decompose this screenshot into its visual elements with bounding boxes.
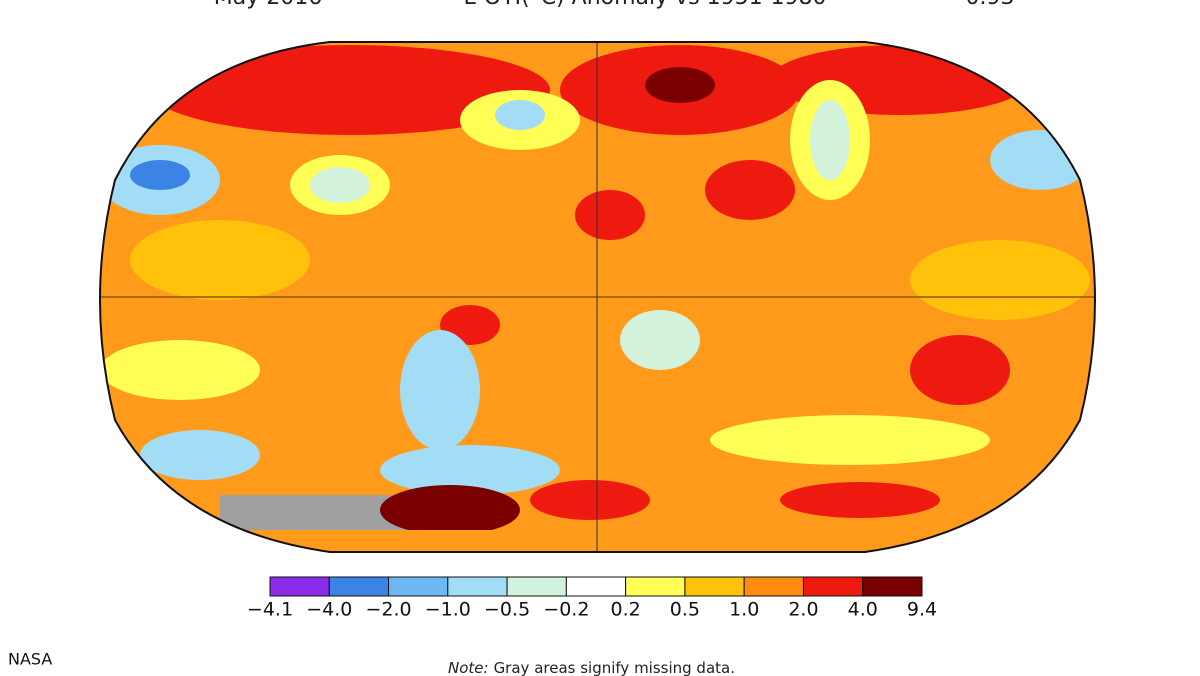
colorbar-swatch [802, 576, 864, 597]
colorbar-label: 4.0 [848, 599, 878, 621]
colorbar: −4.1 −4.0 −2.0 −1.0 −0.5 −0.2 0.2 0.5 1.0 2.0 4.0 9… [247, 576, 937, 621]
colorbar-swatch [862, 576, 923, 597]
colorbar-swatch [625, 576, 686, 597]
map-title: L-OTI(°C) Anomaly vs 1951-1980 [463, 0, 826, 10]
colorbar-swatch [328, 576, 390, 597]
note: Note: Gray areas signify missing data. [448, 659, 735, 676]
colorbar-label: 1.0 [729, 599, 759, 621]
credit: NASA [8, 650, 52, 669]
colorbar-swatch [388, 576, 449, 597]
colorbar-label: −0.2 [543, 599, 589, 621]
colorbar-swatch [506, 576, 567, 597]
colorbar-swatch [565, 576, 627, 597]
colorbar-label: 0.5 [670, 599, 700, 621]
colorbar-swatch [447, 576, 508, 597]
colorbar-label: −1.0 [425, 599, 471, 621]
note-prefix: Note: [448, 659, 489, 676]
colorbar-label: 2.0 [788, 599, 818, 621]
colorbar-swatch [684, 576, 745, 597]
global-mean: 0.93 [966, 0, 1015, 10]
colorbar-swatch [269, 576, 330, 597]
note-text: Gray areas signify missing data. [494, 659, 735, 676]
header: May 2016 L-OTI(°C) Anomaly vs 1951-1980 … [214, 0, 1015, 10]
map-date: May 2016 [214, 0, 322, 10]
colorbar-label: −4.0 [306, 599, 352, 621]
anomaly-map [100, 42, 1095, 552]
colorbar-swatch [743, 576, 804, 597]
colorbar-label: 0.2 [611, 599, 641, 621]
colorbar-label: 9.4 [907, 599, 937, 621]
colorbar-label: −4.1 [247, 599, 293, 621]
colorbar-label: −2.0 [365, 599, 411, 621]
colorbar-label: −0.5 [484, 599, 530, 621]
map-outline [99, 41, 1096, 553]
